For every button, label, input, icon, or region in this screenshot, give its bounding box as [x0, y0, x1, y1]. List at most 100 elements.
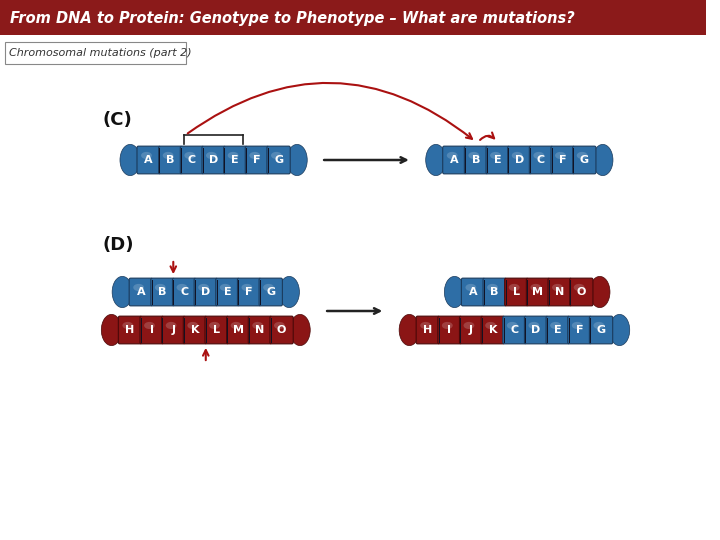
Ellipse shape: [155, 284, 166, 291]
FancyBboxPatch shape: [459, 316, 483, 344]
Text: B: B: [472, 155, 480, 165]
Ellipse shape: [287, 144, 307, 176]
Ellipse shape: [263, 284, 274, 291]
Ellipse shape: [290, 314, 310, 346]
FancyBboxPatch shape: [572, 146, 596, 174]
FancyBboxPatch shape: [524, 316, 548, 344]
FancyBboxPatch shape: [568, 316, 591, 344]
Ellipse shape: [279, 276, 300, 308]
Text: O: O: [277, 325, 287, 335]
Text: I: I: [150, 325, 153, 335]
Text: B: B: [490, 287, 499, 297]
FancyBboxPatch shape: [173, 278, 196, 306]
FancyBboxPatch shape: [184, 316, 207, 344]
Ellipse shape: [120, 144, 140, 176]
Text: D: D: [201, 287, 210, 297]
Text: C: C: [180, 287, 188, 297]
Ellipse shape: [444, 276, 464, 308]
Text: N: N: [555, 287, 564, 297]
Ellipse shape: [577, 152, 588, 159]
Ellipse shape: [487, 284, 498, 291]
Ellipse shape: [574, 284, 585, 291]
Ellipse shape: [230, 322, 241, 329]
Text: G: G: [266, 287, 275, 297]
Text: A: A: [469, 287, 477, 297]
Ellipse shape: [206, 152, 217, 159]
Ellipse shape: [209, 322, 220, 329]
Ellipse shape: [528, 322, 539, 329]
Text: F: F: [253, 155, 261, 165]
Text: G: G: [596, 325, 606, 335]
Text: D: D: [209, 155, 218, 165]
Ellipse shape: [198, 284, 209, 291]
Text: M: M: [233, 325, 244, 335]
FancyBboxPatch shape: [529, 146, 553, 174]
Ellipse shape: [252, 322, 263, 329]
Ellipse shape: [593, 322, 604, 329]
Ellipse shape: [220, 284, 230, 291]
Ellipse shape: [550, 322, 561, 329]
FancyBboxPatch shape: [267, 146, 290, 174]
Text: M: M: [533, 287, 544, 297]
FancyBboxPatch shape: [224, 146, 247, 174]
Text: J: J: [469, 325, 473, 335]
Ellipse shape: [399, 314, 420, 346]
Text: K: K: [489, 325, 497, 335]
Ellipse shape: [249, 152, 260, 159]
Ellipse shape: [163, 152, 174, 159]
Ellipse shape: [166, 322, 176, 329]
Ellipse shape: [187, 322, 198, 329]
FancyBboxPatch shape: [443, 146, 466, 174]
FancyBboxPatch shape: [238, 278, 261, 306]
Ellipse shape: [442, 322, 453, 329]
Ellipse shape: [590, 276, 610, 308]
FancyBboxPatch shape: [481, 316, 505, 344]
FancyBboxPatch shape: [503, 316, 526, 344]
Text: J: J: [171, 325, 175, 335]
Ellipse shape: [133, 284, 144, 291]
Ellipse shape: [552, 284, 563, 291]
FancyBboxPatch shape: [548, 278, 571, 306]
Ellipse shape: [241, 284, 252, 291]
Text: C: C: [188, 155, 196, 165]
Text: E: E: [554, 325, 562, 335]
FancyBboxPatch shape: [248, 316, 271, 344]
Text: L: L: [513, 287, 520, 297]
Text: O: O: [577, 287, 586, 297]
Text: E: E: [224, 287, 231, 297]
FancyBboxPatch shape: [150, 278, 174, 306]
Text: B: B: [166, 155, 174, 165]
Ellipse shape: [464, 322, 474, 329]
Text: G: G: [274, 155, 283, 165]
Ellipse shape: [112, 276, 132, 308]
Ellipse shape: [465, 284, 476, 291]
FancyBboxPatch shape: [216, 278, 239, 306]
Ellipse shape: [141, 152, 152, 159]
FancyBboxPatch shape: [205, 316, 228, 344]
Ellipse shape: [507, 322, 518, 329]
Text: F: F: [246, 287, 253, 297]
FancyBboxPatch shape: [129, 278, 153, 306]
FancyBboxPatch shape: [464, 146, 487, 174]
Text: D: D: [531, 325, 541, 335]
FancyBboxPatch shape: [227, 316, 250, 344]
Ellipse shape: [102, 314, 122, 346]
Text: (D): (D): [103, 236, 135, 254]
FancyBboxPatch shape: [590, 316, 613, 344]
Ellipse shape: [228, 152, 238, 159]
Text: H: H: [423, 325, 433, 335]
FancyBboxPatch shape: [118, 316, 142, 344]
FancyBboxPatch shape: [483, 278, 506, 306]
Ellipse shape: [271, 152, 282, 159]
Ellipse shape: [426, 144, 446, 176]
Text: K: K: [191, 325, 199, 335]
Bar: [0, 0, 706, 35]
FancyBboxPatch shape: [416, 316, 439, 344]
Text: F: F: [559, 155, 567, 165]
FancyBboxPatch shape: [462, 278, 485, 306]
Ellipse shape: [274, 322, 285, 329]
Text: From DNA to Protein: Genotype to Phenotype – What are mutations?: From DNA to Protein: Genotype to Phenoty…: [10, 10, 575, 25]
Ellipse shape: [509, 284, 520, 291]
Text: L: L: [213, 325, 220, 335]
Ellipse shape: [531, 284, 541, 291]
